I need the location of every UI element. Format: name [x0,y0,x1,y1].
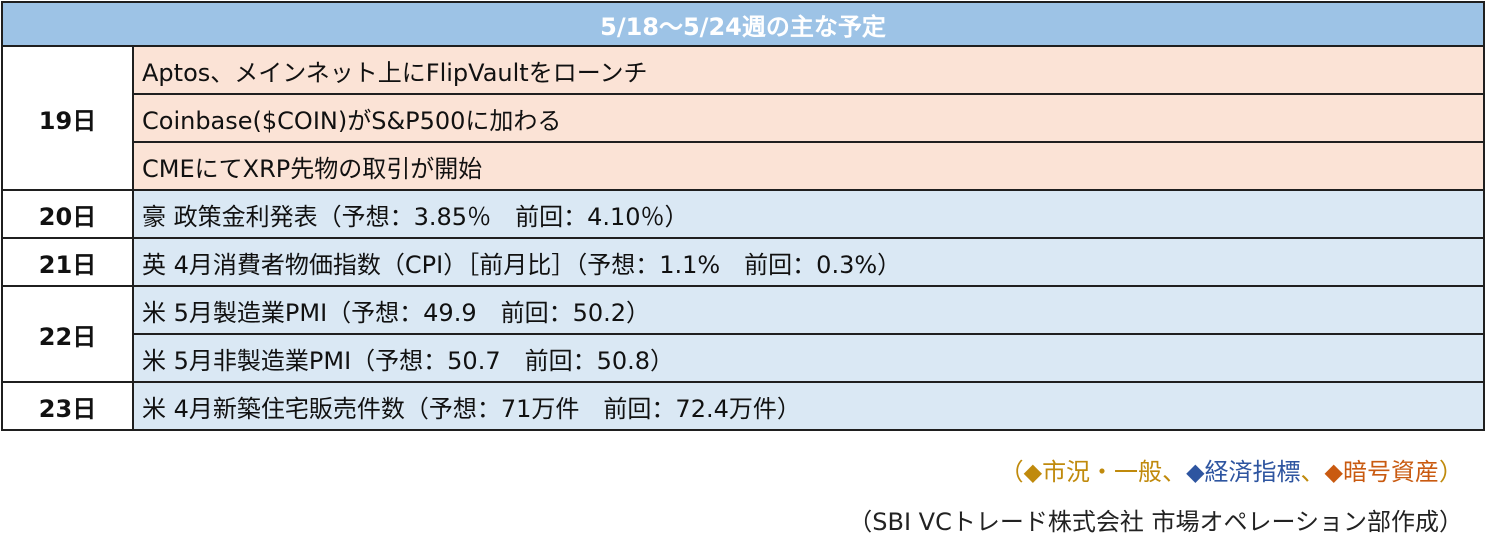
table-row: 21日 英 4月消費者物価指数（CPI）［前月比］（予想：1.1% 前回：0.3… [1,237,1485,287]
day-label: 20日 [1,189,134,239]
event-cell: CMEにてXRP先物の取引が開始 [132,141,1485,191]
table-row: 22日 米 5月製造業PMI（予想：49.9 前回：50.2） [1,285,1485,383]
event-cell: 英 4月消費者物価指数（CPI）［前月比］（予想：1.1% 前回：0.3%） [132,237,1485,287]
source-credit: （SBI VCトレード株式会社 市場オペレーション部作成） [848,508,1463,536]
table-row: 米 5月非製造業PMI（予想：50.7 前回：50.8） [2,333,1485,383]
day-label: 23日 [1,381,134,431]
table-title: 5/18～5/24週の主な予定 [1,1,1485,47]
diamond-icon-economy: ◆ [1186,458,1205,486]
table-row: CMEにてXRP先物の取引が開始 [2,141,1485,191]
legend-open-paren: （ [999,458,1024,486]
legend-economy-label: 経済指標 [1204,458,1301,486]
legend-market-label: 市況・一般 [1042,458,1163,486]
table-row: Coinbase($COIN)がS&P500に加わる [2,93,1485,143]
event-cell: 豪 政策金利発表（予想：3.85％ 前回：4.10％） [132,189,1485,239]
legend-separator: 、 [1300,458,1325,486]
legend-separator: 、 [1162,458,1187,486]
table-row: 20日 豪 政策金利発表（予想：3.85％ 前回：4.10％） [1,189,1485,239]
day-label: 19日 [1,45,134,191]
day-label: 21日 [1,237,134,287]
event-cell: Aptos、メインネット上にFlipVaultをローンチ [132,45,1485,95]
diamond-icon-crypto: ◆ [1324,458,1343,486]
day-label: 22日 [1,285,134,383]
weekly-schedule-table: 5/18～5/24週の主な予定 19日 Aptos、メインネット上にFlipVa… [1,1,1485,431]
legend-close-paren: ） [1439,458,1463,486]
table-row: 19日 Aptos、メインネット上にFlipVaultをローンチ [1,45,1485,191]
event-cell: 米 5月非製造業PMI（予想：50.7 前回：50.8） [132,333,1485,383]
table-header-row: 5/18～5/24週の主な予定 [1,1,1485,47]
category-legend: （◆市況・一般、◆経済指標、◆暗号資産） [1000,452,1463,487]
event-cell: 米 5月製造業PMI（予想：49.9 前回：50.2） [132,285,1485,335]
event-cell: Coinbase($COIN)がS&P500に加わる [132,93,1485,143]
diamond-icon-market: ◆ [1023,458,1043,486]
legend-crypto-label: 暗号資産 [1343,458,1439,486]
event-cell: 米 4月新築住宅販売件数（予想：71万件 前回：72.4万件） [132,381,1485,431]
table-row: 23日 米 4月新築住宅販売件数（予想：71万件 前回：72.4万件） [1,381,1485,431]
